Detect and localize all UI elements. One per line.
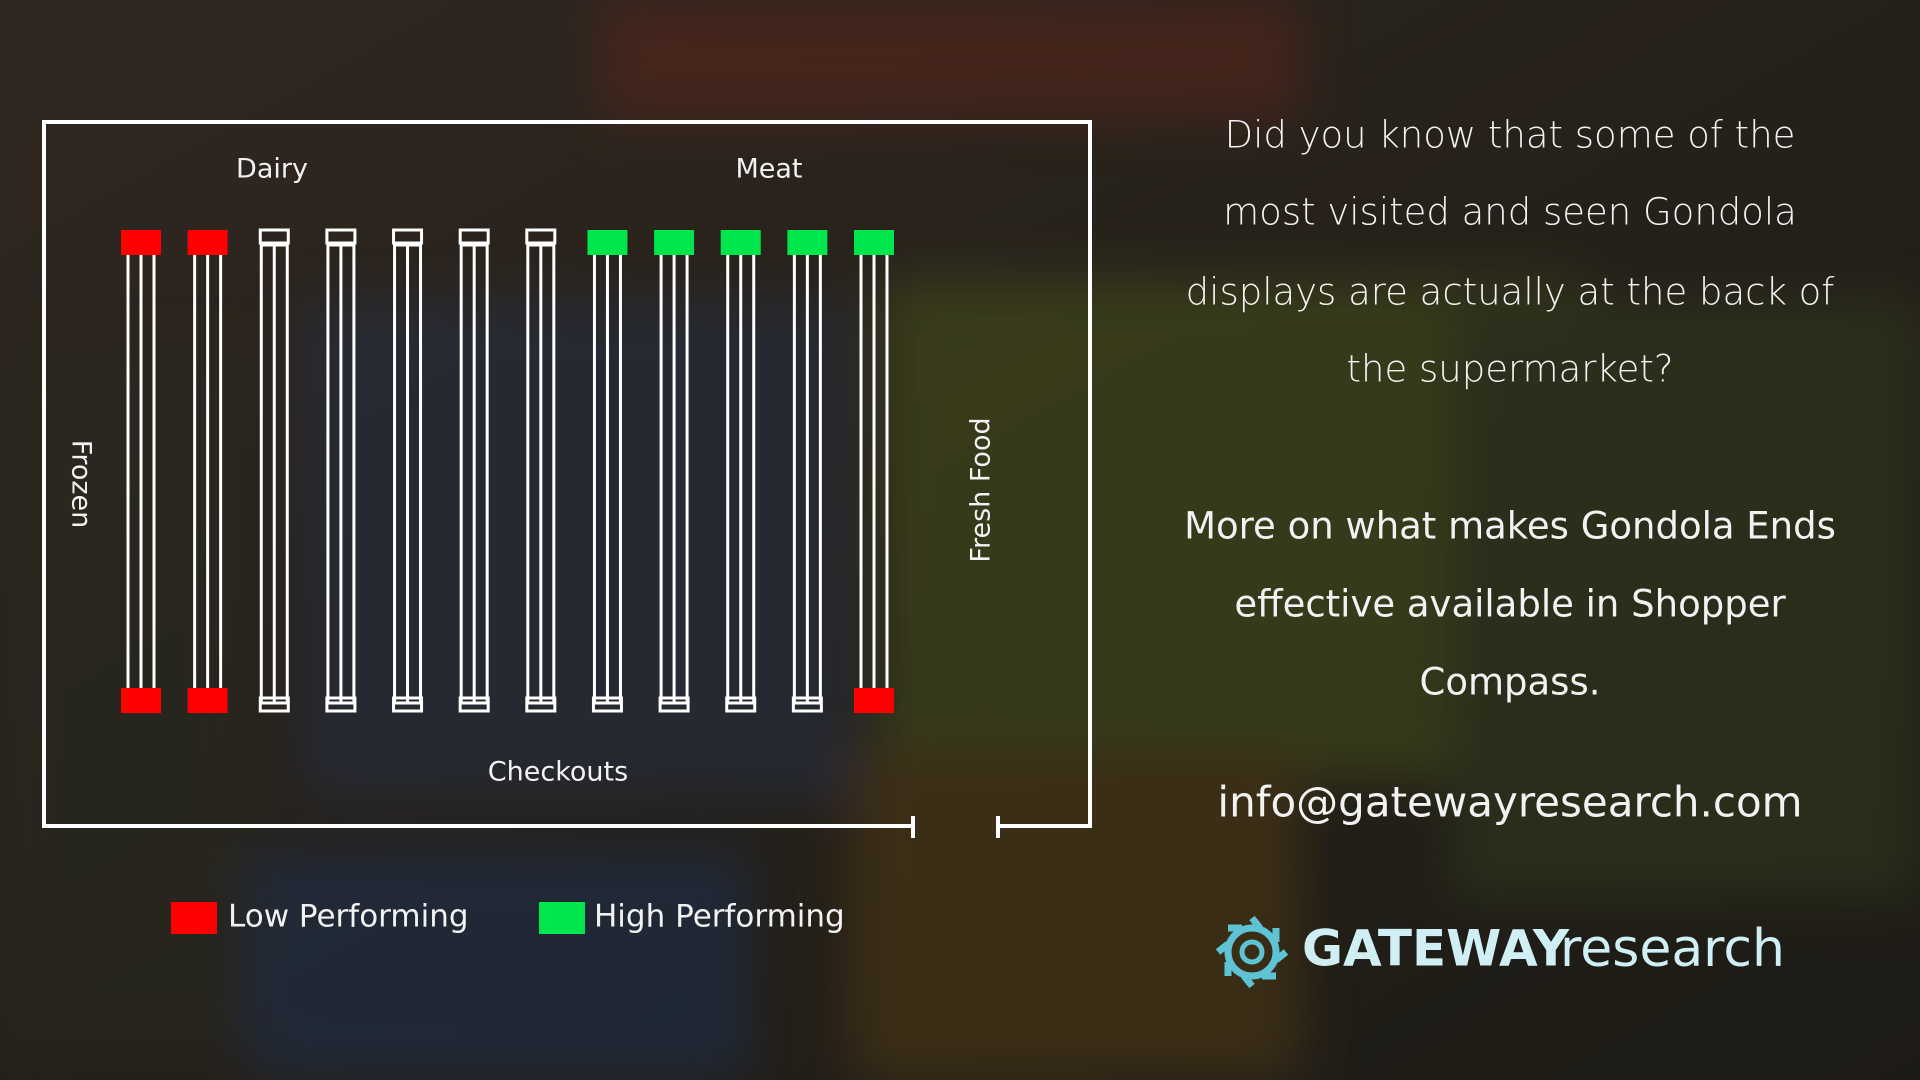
gondola-end (525, 696, 557, 713)
gondola-end (720, 230, 761, 255)
paragraph-line: the supermarket? (1347, 348, 1674, 391)
logo-icon (1215, 915, 1289, 989)
gondolas (121, 228, 894, 713)
area-label: Dairy (236, 154, 308, 185)
gondola-end (325, 228, 357, 245)
paragraph-line: displays are actually at the back of (1186, 271, 1835, 314)
email: info@gatewayresearch.com (1217, 778, 1802, 827)
gondola-end (854, 230, 894, 255)
area-label: Meat (735, 154, 802, 185)
paragraph-line: most visited and seen Gondola (1223, 191, 1797, 234)
logo-light: research (1560, 919, 1785, 979)
gondola-end (121, 230, 161, 255)
store-outline (42, 120, 1092, 828)
gondola-end (187, 230, 228, 255)
gondola-end (787, 230, 828, 255)
legend: Low Performing High Performing (171, 899, 845, 935)
gondola-end (791, 696, 823, 713)
gondola-end (658, 696, 690, 713)
area-label: Checkouts (488, 757, 628, 788)
legend-swatch (171, 902, 217, 934)
gondola-end (458, 696, 490, 713)
paragraph-line: Did you know that some of the (1225, 114, 1796, 157)
logo-bold: GATEWAY (1302, 920, 1570, 978)
gondola-end (392, 228, 424, 245)
legend-label: High Performing (594, 899, 845, 935)
gondola-end (258, 228, 290, 245)
gondola-end (591, 696, 623, 713)
copy: Did you know that some of the most visite… (1184, 114, 1836, 704)
paragraph-line: More on what makes Gondola Ends (1184, 505, 1836, 548)
legend-label: Low Performing (228, 899, 469, 935)
legend-swatch (539, 902, 585, 934)
gondola-end (258, 696, 290, 713)
area-label: Fresh Food (966, 417, 997, 562)
paragraph-line: effective available in Shopper (1234, 583, 1786, 626)
gondola-end (121, 688, 161, 713)
gondola-end (725, 696, 757, 713)
gondola-end (458, 228, 490, 245)
logo: GATEWAY research (1215, 915, 1785, 989)
area-label: Frozen (66, 440, 97, 529)
gondola-end (854, 688, 894, 713)
gondola-end (587, 230, 628, 255)
paragraph-line: Compass. (1420, 661, 1601, 704)
gondola-end (525, 228, 557, 245)
gondola-end (654, 230, 695, 255)
gondola-end (187, 688, 228, 713)
gondola-end (392, 696, 424, 713)
gondola-end (325, 696, 357, 713)
